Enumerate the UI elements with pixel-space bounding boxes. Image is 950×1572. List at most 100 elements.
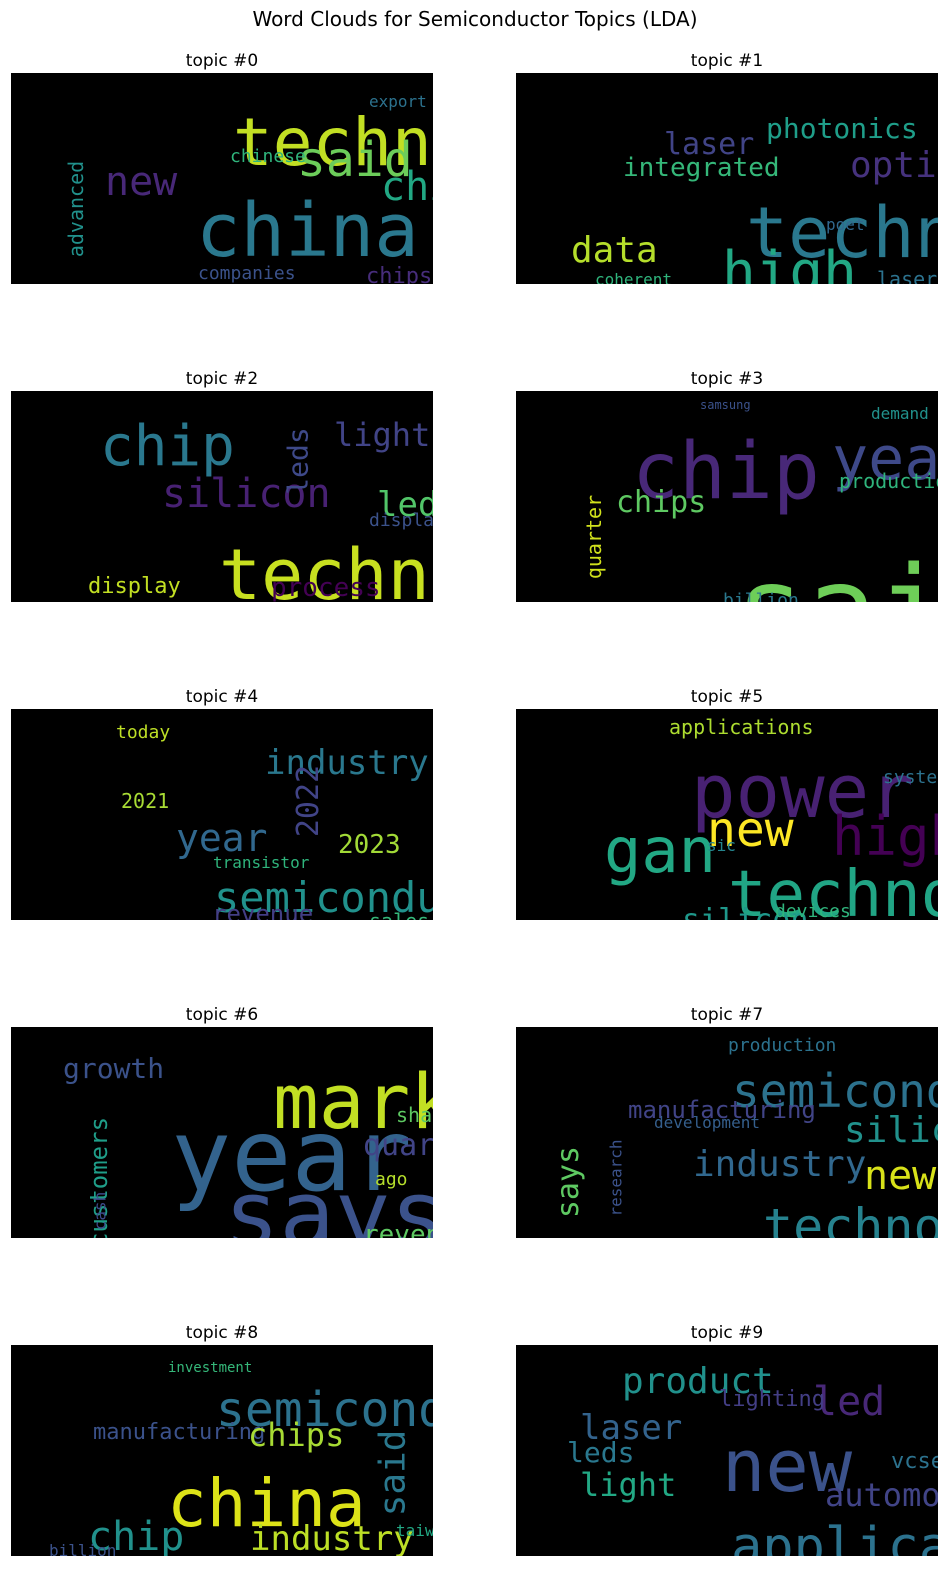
cloud-word: chips bbox=[248, 1416, 345, 1454]
cloud-word: development bbox=[654, 1113, 760, 1132]
cloud-word: industry bbox=[693, 1144, 867, 1185]
cloud-word: integrated bbox=[623, 153, 780, 183]
cloud-word: poet bbox=[826, 215, 865, 234]
cloud-word: year bbox=[832, 424, 938, 494]
cloud-word: manufacturing bbox=[628, 1096, 816, 1124]
cloud-word: china bbox=[167, 1465, 366, 1542]
word-cloud: technology new saidchinachip chinese export a… bbox=[11, 73, 433, 284]
cloud-word: led bbox=[813, 1379, 886, 1425]
cloud-word: sales bbox=[369, 911, 429, 920]
cloud-word: technology bbox=[728, 858, 938, 920]
topic-panel: topic #1 laser photonicsoptical integrated t… bbox=[516, 49, 938, 284]
cloud-word: manufacturing bbox=[93, 1420, 266, 1445]
cloud-word: lasers bbox=[877, 267, 938, 284]
cloud-word: companies bbox=[198, 263, 296, 284]
topic-panel: topic #6growthmarketyearsharequartercust… bbox=[11, 1003, 433, 1238]
cloud-word: displays bbox=[369, 510, 433, 531]
cloud-word: 2022 bbox=[291, 764, 327, 838]
cloud-word: new bbox=[722, 1424, 853, 1508]
topic-title: topic #2 bbox=[185, 369, 259, 389]
topic-title: topic #4 bbox=[185, 687, 259, 707]
cloud-word: chip bbox=[88, 1514, 185, 1556]
cloud-word: led bbox=[377, 485, 433, 525]
cloud-word: new bbox=[707, 802, 794, 858]
cloud-word: said bbox=[372, 1429, 414, 1517]
cloud-word: industry bbox=[250, 1519, 414, 1556]
cloud-word: high bbox=[832, 805, 938, 868]
word-cloud: chipyear samsung demand production chips said… bbox=[516, 391, 938, 602]
cloud-word: quarter bbox=[363, 1128, 433, 1163]
cloud-word: market bbox=[273, 1057, 433, 1146]
cloud-word: lighting bbox=[719, 1387, 825, 1412]
cloud-word: today bbox=[116, 722, 171, 743]
cloud-word: power bbox=[691, 749, 914, 835]
cloud-word: gan bbox=[604, 814, 716, 887]
topic-panel: topic #8 investment semiconductormanufactu… bbox=[11, 1321, 433, 1556]
cloud-word: industry bbox=[265, 743, 429, 783]
cloud-word: billion bbox=[723, 590, 799, 603]
word-cloud: today industry 2021 year 2022 2023 transistor s… bbox=[11, 709, 433, 920]
cloud-word: display bbox=[88, 574, 181, 599]
cloud-word: chip bbox=[381, 164, 433, 210]
cloud-word: devices bbox=[775, 901, 851, 921]
topic-title: topic #9 bbox=[690, 1323, 764, 1343]
cloud-word: chip bbox=[100, 414, 235, 479]
topic-title: topic #1 bbox=[690, 51, 764, 71]
cloud-word: silicon bbox=[162, 471, 331, 517]
cloud-word: says bbox=[551, 1145, 587, 1219]
cloud-word: demand bbox=[871, 404, 929, 423]
cloud-word: optical bbox=[850, 145, 938, 186]
word-cloud: chipsiliconlightledsmicroleddisplaystech… bbox=[11, 391, 433, 602]
word-cloud: production semiconductormanufacturingdeve… bbox=[516, 1027, 938, 1238]
cloud-word: silicon bbox=[844, 1110, 938, 1151]
cloud-word: semiconductor bbox=[214, 873, 433, 920]
topic-panel: topic #0 technology new saidchinachip chines… bbox=[11, 49, 433, 284]
cloud-word: cash bbox=[90, 1191, 110, 1231]
cloud-word: silicon bbox=[682, 906, 808, 921]
cloud-word: china bbox=[196, 188, 419, 274]
topic-panel: topic #7 production semiconductormanufactu… bbox=[516, 1003, 938, 1238]
cloud-word: light bbox=[334, 416, 431, 454]
cloud-word: technology bbox=[763, 1198, 938, 1238]
cloud-word: laser bbox=[580, 1408, 683, 1448]
topic-panel: topic #2chipsiliconlightledsmicroleddisp… bbox=[11, 367, 433, 602]
cloud-word: revenue bbox=[363, 1220, 433, 1238]
cloud-word: automotive bbox=[825, 1476, 938, 1514]
cloud-word: taiwan bbox=[396, 1521, 433, 1540]
cloud-word: chips bbox=[616, 485, 707, 520]
cloud-word: photonics bbox=[766, 112, 918, 145]
cloud-word: production bbox=[839, 469, 938, 493]
topic-title: topic #3 bbox=[690, 369, 764, 389]
topic-panel: topic #9 product led lighting laser new leds li… bbox=[516, 1321, 938, 1556]
cloud-word: production bbox=[728, 1035, 837, 1056]
cloud-word: year bbox=[171, 1097, 412, 1214]
cloud-word: data bbox=[571, 230, 658, 271]
cloud-word: sic bbox=[707, 836, 736, 855]
cloud-word: coherent bbox=[595, 270, 673, 285]
cloud-word: technology bbox=[233, 104, 433, 181]
topic-panel: topic #3chipyearsamsungdemandproductionc… bbox=[516, 367, 938, 602]
cloud-word: new bbox=[864, 1153, 937, 1199]
cloud-word: product bbox=[622, 1361, 774, 1402]
topic-title: topic #0 bbox=[185, 51, 259, 71]
topic-panel: topic #4 today industry 2021 year 2022 2023 tra… bbox=[11, 685, 433, 920]
cloud-word: chinese bbox=[230, 146, 306, 167]
cloud-word: 2021 bbox=[121, 789, 170, 813]
cloud-word: 2023 bbox=[338, 830, 401, 860]
cloud-word: semiconductor bbox=[732, 1064, 938, 1118]
topic-title: topic #5 bbox=[690, 687, 764, 707]
cloud-word: investment bbox=[168, 1360, 253, 1376]
cloud-word: semiconductor bbox=[216, 1382, 433, 1438]
cloud-word: chip bbox=[632, 427, 820, 517]
cloud-word: technology bbox=[219, 534, 433, 602]
cloud-word: systems bbox=[883, 767, 938, 788]
topic-title: topic #8 bbox=[185, 1323, 259, 1343]
cloud-word: said bbox=[297, 132, 413, 188]
topic-title: topic #6 bbox=[185, 1005, 259, 1025]
cloud-word: ago bbox=[375, 1169, 408, 1190]
cloud-word: year bbox=[176, 816, 268, 860]
cloud-word: revenue bbox=[212, 900, 314, 920]
cloud-word: says bbox=[224, 1161, 433, 1239]
cloud-word: leds bbox=[567, 1436, 635, 1469]
